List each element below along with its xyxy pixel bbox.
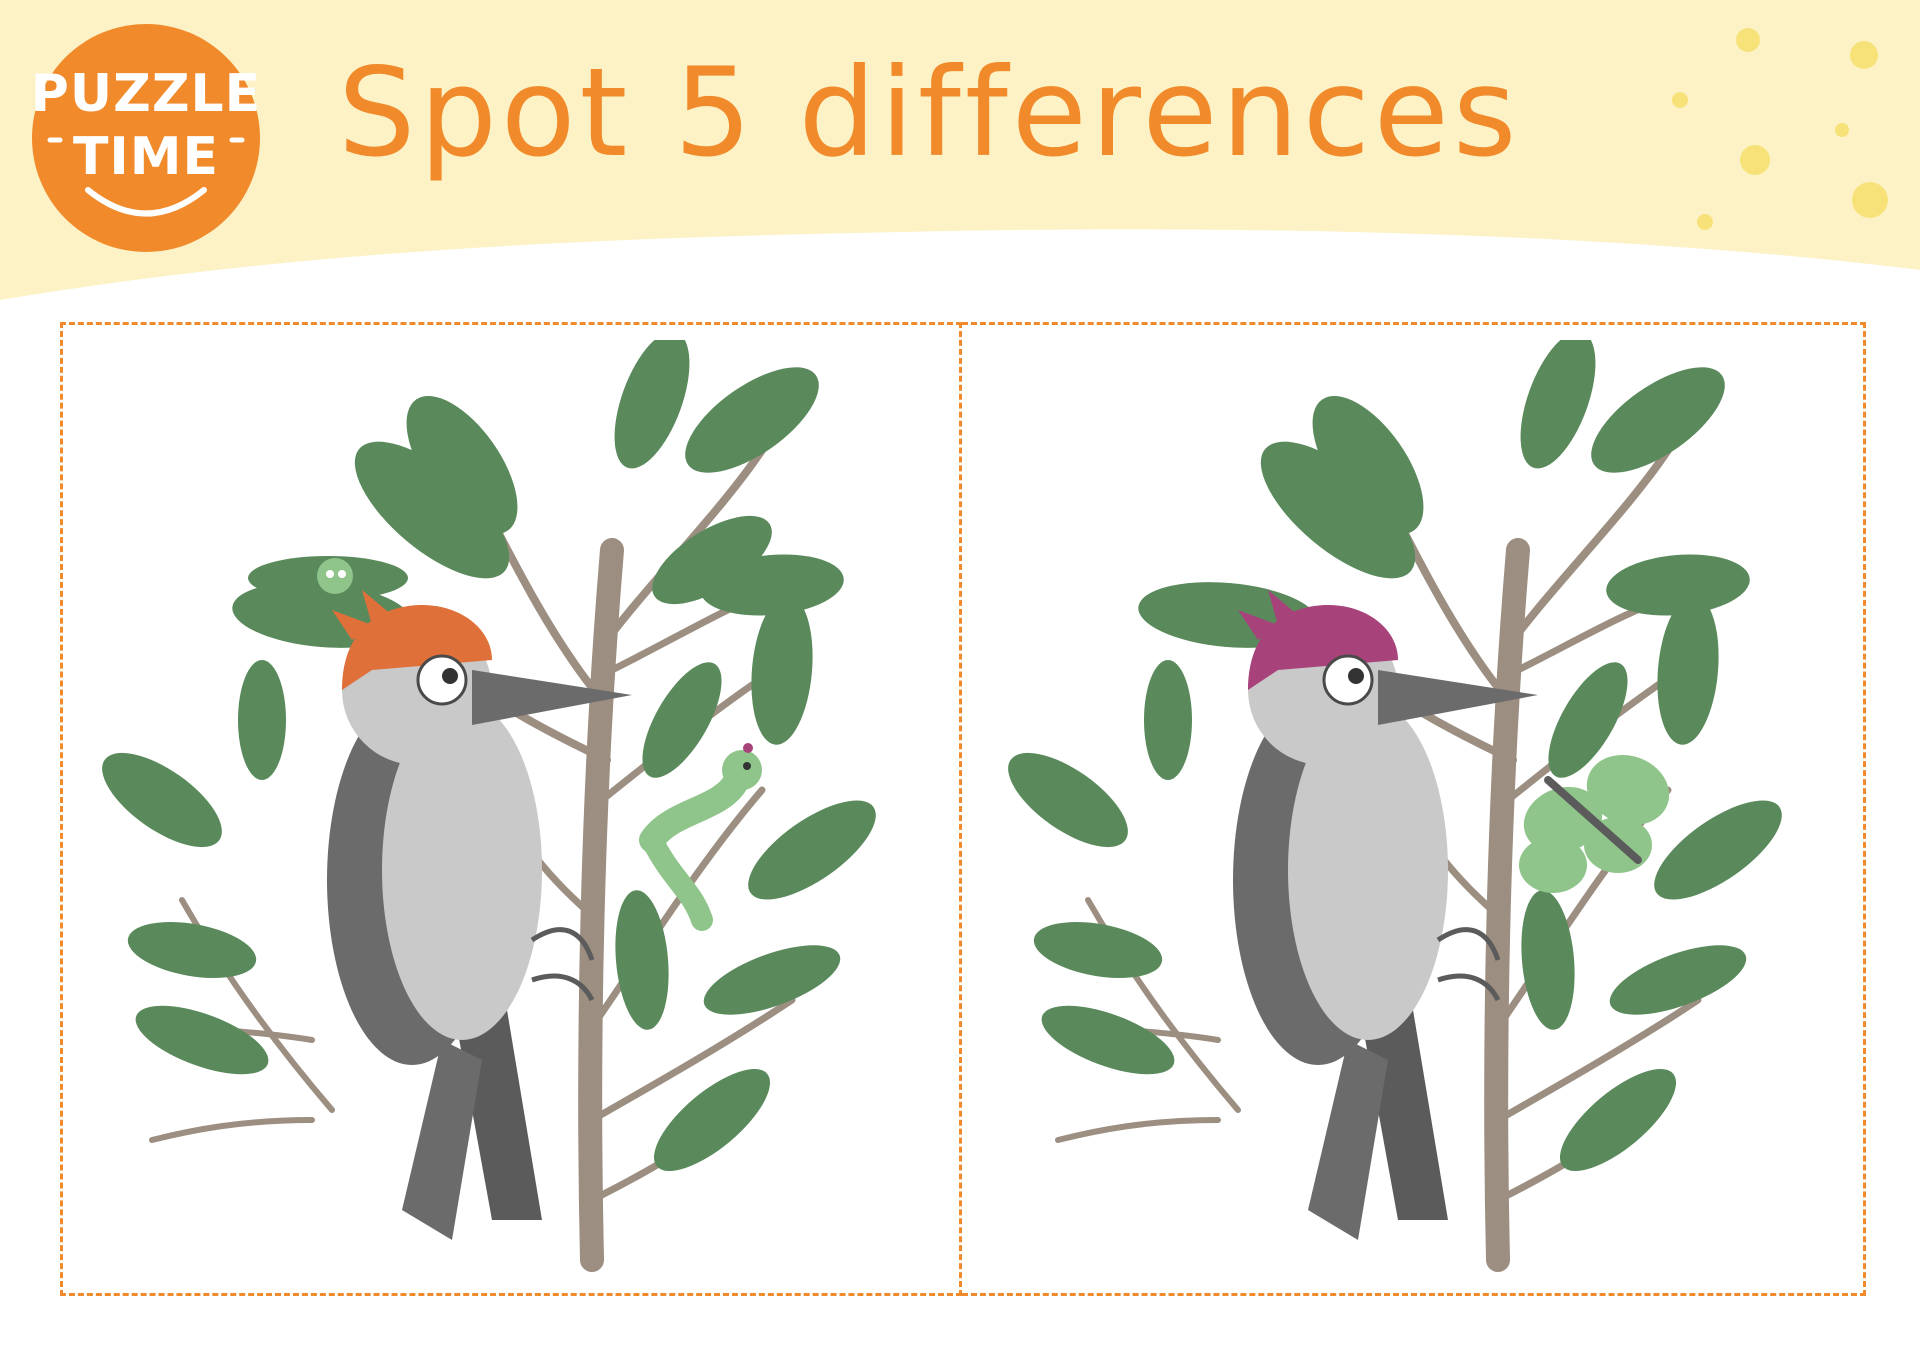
right-panel-frame: [962, 322, 1866, 1296]
woodpecker: [1233, 590, 1538, 1240]
spider-icon: [248, 556, 408, 600]
page-title: Spot 5 differences: [338, 42, 1521, 184]
decorative-dots: [1672, 28, 1888, 230]
puzzle-time-badge: PUZZLE TIME: [30, 22, 262, 254]
tree-leaves: [102, 340, 876, 1172]
right-picture[interactable]: [978, 340, 1858, 1280]
caterpillar-icon: [639, 743, 762, 931]
left-panel-frame: [60, 322, 962, 1296]
badge-label-puzzle: PUZZLE: [30, 64, 262, 124]
butterfly-icon: [1519, 754, 1670, 893]
woodpecker: [327, 590, 632, 1240]
header-banner: [0, 0, 1920, 300]
left-picture[interactable]: [72, 340, 952, 1280]
badge-label-time: TIME: [72, 127, 220, 187]
